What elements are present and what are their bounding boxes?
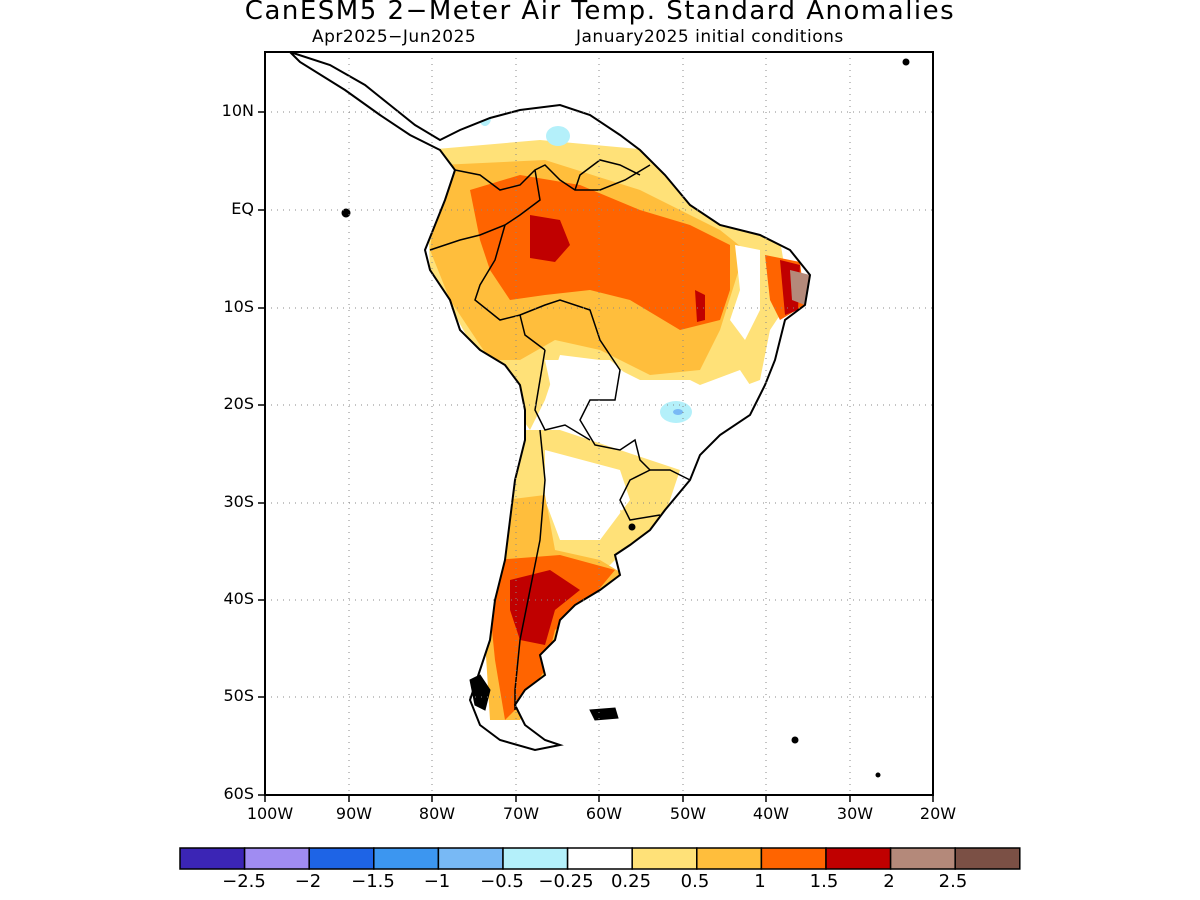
lat-label: 50S (223, 686, 254, 705)
colorbar-label: −0.25 (538, 871, 594, 892)
colorbar-label: −2 (294, 871, 322, 892)
lon-label: 30W (836, 804, 874, 823)
colorbar (179, 847, 1021, 870)
lat-label: 40S (223, 589, 254, 608)
lon-label: 70W (502, 804, 540, 823)
lat-label: EQ (231, 199, 254, 218)
colorbar-label: −0.5 (480, 871, 524, 892)
lat-label: 10N (221, 101, 254, 120)
lon-label: 60W (585, 804, 623, 823)
colorbar-label: 0.5 (680, 871, 710, 892)
colorbar-label: 0.25 (610, 871, 652, 892)
shade-brown-coast (790, 270, 810, 305)
colorbar-label: −2.5 (222, 871, 266, 892)
islands (341, 58, 910, 778)
colorbar-swatch (696, 847, 763, 870)
shade-cyan-north (546, 126, 570, 146)
colorbar-swatch (502, 847, 569, 870)
continent-coastline (289, 51, 812, 752)
lon-label: 100W (246, 804, 294, 823)
colorbar-label: −1.5 (351, 871, 395, 892)
colorbar-swatch (566, 847, 633, 870)
lon-label: 20W (919, 804, 957, 823)
lon-label: 80W (418, 804, 456, 823)
colorbar-label: 1 (754, 871, 766, 892)
colorbar-swatch (243, 847, 310, 870)
colorbar-label: 1.5 (809, 871, 839, 892)
shade-white-east (730, 245, 760, 340)
shade-white-south (545, 450, 630, 540)
shade-red-east (695, 290, 705, 322)
lat-label: 60S (223, 784, 254, 803)
shade-white-central (545, 360, 760, 490)
colorbar-label: −1 (423, 871, 451, 892)
colorbar-swatch (179, 847, 246, 870)
country-borders (429, 159, 691, 710)
colorbar-swatch (954, 847, 1021, 870)
lon-label: 40W (752, 804, 790, 823)
shade-blue-brazil (673, 409, 683, 415)
colorbar-swatch (760, 847, 827, 870)
lon-label: 50W (669, 804, 707, 823)
shade-red-amazon (530, 215, 570, 262)
initial-conditions: January2025 initial conditions (576, 27, 844, 47)
lat-label: 20S (223, 394, 254, 413)
shade-dark-orange-amazon (470, 175, 730, 330)
forecast-period: Apr2025−Jun2025 (312, 27, 477, 47)
lon-label: 90W (335, 804, 373, 823)
colorbar-label: 2 (883, 871, 895, 892)
colorbar-label: 2.5 (938, 871, 968, 892)
lat-label: 30S (223, 492, 254, 511)
tick-marks (258, 111, 934, 802)
colorbar-swatch (631, 847, 698, 870)
map-title: CanESM5 2−Meter Air Temp. Standard Anoma… (244, 0, 956, 26)
colorbar-swatch (373, 847, 440, 870)
colorbar-swatch (825, 847, 892, 870)
lat-label: 10S (223, 297, 254, 316)
colorbar-swatch (889, 847, 956, 870)
shade-red-patagonia (510, 570, 580, 645)
colorbar-swatch (437, 847, 504, 870)
colorbar-swatch (308, 847, 375, 870)
